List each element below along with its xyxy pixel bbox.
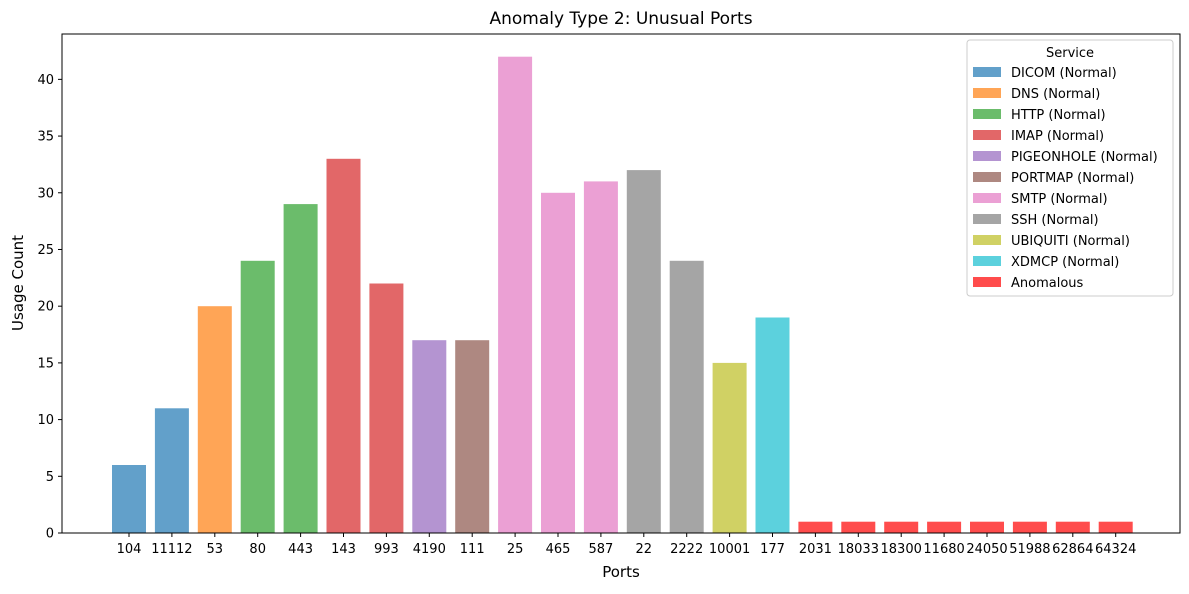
x-tick-label: 62864: [1052, 542, 1093, 557]
x-tick-label: 18033: [838, 542, 879, 557]
x-tick-label: 2031: [799, 542, 832, 557]
legend-label: Anomalous: [1011, 276, 1084, 291]
legend-label: SMTP (Normal): [1011, 192, 1108, 207]
x-tick-label: 104: [117, 542, 142, 557]
y-tick-label: 35: [37, 130, 54, 145]
bar-80: [240, 260, 275, 533]
x-tick-label: 10001: [709, 542, 750, 557]
bar-11680: [927, 521, 962, 533]
legend-swatch: [973, 277, 1001, 287]
legend-label: SSH (Normal): [1011, 213, 1099, 228]
bar-443: [283, 204, 318, 533]
bar-24050: [970, 521, 1004, 533]
x-tick-label: 64324: [1095, 542, 1136, 557]
bar-111: [455, 340, 490, 533]
x-tick-label: 465: [546, 542, 571, 557]
legend-swatch: [973, 67, 1001, 77]
y-tick-label: 15: [37, 356, 54, 371]
bar-177: [755, 317, 790, 533]
bar-64324: [1098, 521, 1133, 533]
x-axis: 104 11112 53 80 443 143 993 4190 111 25 465 587 22 22…: [117, 533, 1136, 557]
chart-title: Anomaly Type 2: Unusual Ports: [489, 9, 752, 29]
legend: Service DICOM (Normal) DNS (Normal) HTTP (…: [966, 39, 1174, 297]
x-tick-label: 11680: [923, 542, 964, 557]
plot-frame: [61, 33, 1181, 534]
y-tick-label: 30: [37, 186, 54, 201]
x-tick-label: 18300: [881, 542, 922, 557]
y-tick-label: 40: [37, 73, 54, 88]
bar-53: [197, 306, 232, 533]
plot-area: [112, 56, 1133, 534]
y-tick-label: 5: [46, 470, 54, 485]
x-tick-label: 443: [288, 542, 313, 557]
legend-label: XDMCP (Normal): [1011, 255, 1119, 270]
legend-swatch: [973, 109, 1001, 119]
legend-label: PIGEONHOLE (Normal): [1011, 150, 1158, 165]
bar-104: [112, 465, 146, 533]
bar-993: [369, 283, 404, 533]
x-tick-label: 80: [249, 542, 266, 557]
y-axis-label: Usage Count: [9, 235, 27, 331]
x-tick-label: 993: [374, 542, 399, 557]
legend-label: DNS (Normal): [1011, 87, 1100, 102]
bar-22: [626, 170, 661, 533]
legend-swatch: [973, 88, 1001, 98]
legend-swatch: [973, 151, 1001, 161]
x-tick-label: 24050: [966, 542, 1007, 557]
y-axis: 0 5 10 15 20 25 30 35 40: [37, 73, 62, 542]
bar-587: [583, 181, 618, 533]
legend-label: HTTP (Normal): [1011, 108, 1106, 123]
y-tick-label: 10: [37, 413, 54, 428]
x-axis-label: Ports: [602, 563, 640, 581]
x-tick-label: 143: [331, 542, 356, 557]
bar-11112: [154, 408, 189, 534]
bar-62864: [1055, 521, 1090, 533]
x-tick-label: 51988: [1009, 542, 1050, 557]
legend-swatch: [973, 130, 1001, 140]
legend-title: Service: [1046, 46, 1094, 61]
x-tick-label: 53: [207, 542, 224, 557]
bar-4190: [412, 340, 447, 533]
x-tick-label: 587: [588, 542, 613, 557]
legend-label: PORTMAP (Normal): [1011, 171, 1134, 186]
bar-2031: [798, 521, 833, 533]
bar-25: [498, 56, 533, 533]
bar-143: [326, 158, 361, 534]
bar-2222: [669, 260, 704, 533]
x-tick-label: 2222: [670, 542, 703, 557]
y-tick-label: 25: [37, 243, 54, 258]
x-tick-label: 25: [507, 542, 524, 557]
legend-swatch: [973, 256, 1001, 266]
legend-label: DICOM (Normal): [1011, 66, 1117, 81]
y-tick-label: 0: [46, 527, 54, 542]
legend-box: [966, 39, 1174, 297]
y-tick-label: 20: [37, 300, 54, 315]
legend-swatch: [973, 214, 1001, 224]
x-tick-label: 177: [760, 542, 785, 557]
bar-51988: [1012, 521, 1047, 533]
x-tick-label: 4190: [413, 542, 446, 557]
legend-swatch: [973, 172, 1001, 182]
x-tick-label: 11112: [151, 542, 192, 557]
x-tick-label: 111: [460, 542, 485, 557]
x-tick-label: 22: [636, 542, 653, 557]
legend-swatch: [973, 235, 1001, 245]
bar-10001: [712, 362, 747, 533]
legend-label: UBIQUITI (Normal): [1011, 234, 1130, 249]
bar-18033: [841, 521, 876, 533]
legend-label: IMAP (Normal): [1011, 129, 1104, 144]
bar-18300: [884, 521, 919, 533]
legend-swatch: [973, 193, 1001, 203]
bar-465: [541, 192, 575, 534]
